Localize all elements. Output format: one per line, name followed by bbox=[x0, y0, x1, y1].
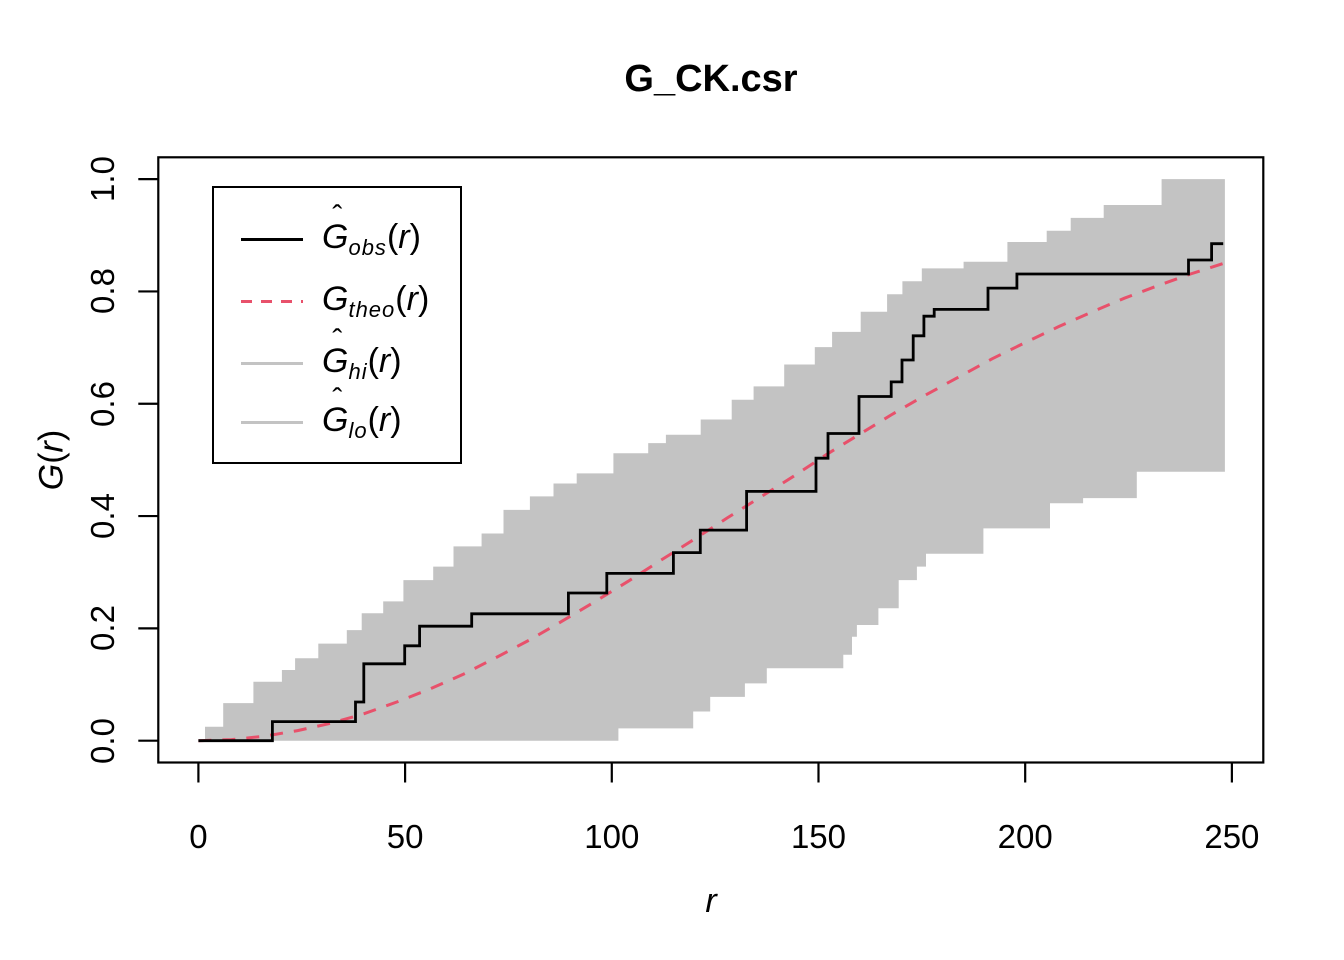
chart-title: G_CK.csr bbox=[624, 58, 798, 100]
x-tick-label: 200 bbox=[997, 818, 1053, 855]
x-tick-label: 150 bbox=[790, 818, 847, 855]
x-tick-label: 100 bbox=[584, 818, 640, 855]
legend-entry-hi: ˆ Ghi(r) bbox=[214, 324, 460, 388]
legend-line-obs bbox=[241, 237, 303, 241]
legend-label-hi: ˆ Ghi(r) bbox=[322, 324, 402, 384]
observed-curve bbox=[198, 242, 1224, 743]
y-tick-label: 0.0 bbox=[84, 717, 121, 764]
legend-label-lo: ˆ Glo(r) bbox=[322, 383, 402, 443]
x-axis-label: r bbox=[705, 882, 717, 920]
legend-box: ˆ Gobs(r) Gtheo(r) ˆ Ghi(r) ˆ Glo(r) bbox=[212, 186, 462, 464]
theoretical-curve bbox=[198, 261, 1225, 743]
y-tick-label: 0.2 bbox=[84, 605, 121, 652]
plot-box bbox=[157, 156, 1265, 764]
x-tick-label: 0 bbox=[189, 818, 208, 855]
legend-line-hi bbox=[241, 361, 303, 365]
legend-entry-lo: ˆ Glo(r) bbox=[214, 383, 460, 447]
legend-entry-obs: ˆ Gobs(r) bbox=[214, 200, 460, 264]
legend-label-obs: ˆ Gobs(r) bbox=[322, 200, 421, 260]
y-tick-label: 0.8 bbox=[84, 268, 121, 315]
y-tick-label: 0.6 bbox=[84, 380, 121, 427]
envelope-region bbox=[198, 179, 1225, 741]
legend-line-theo bbox=[241, 299, 303, 303]
x-tick-label: 250 bbox=[1204, 818, 1260, 855]
legend-entry-theo: Gtheo(r) bbox=[214, 276, 460, 326]
y-tick-label: 1.0 bbox=[84, 156, 121, 203]
y-axis-label: G(r) bbox=[32, 429, 71, 491]
x-tick-label: 50 bbox=[386, 818, 424, 855]
legend-label-theo: Gtheo(r) bbox=[322, 279, 430, 322]
legend-line-lo bbox=[241, 420, 303, 424]
y-tick-label: 0.4 bbox=[84, 493, 121, 540]
